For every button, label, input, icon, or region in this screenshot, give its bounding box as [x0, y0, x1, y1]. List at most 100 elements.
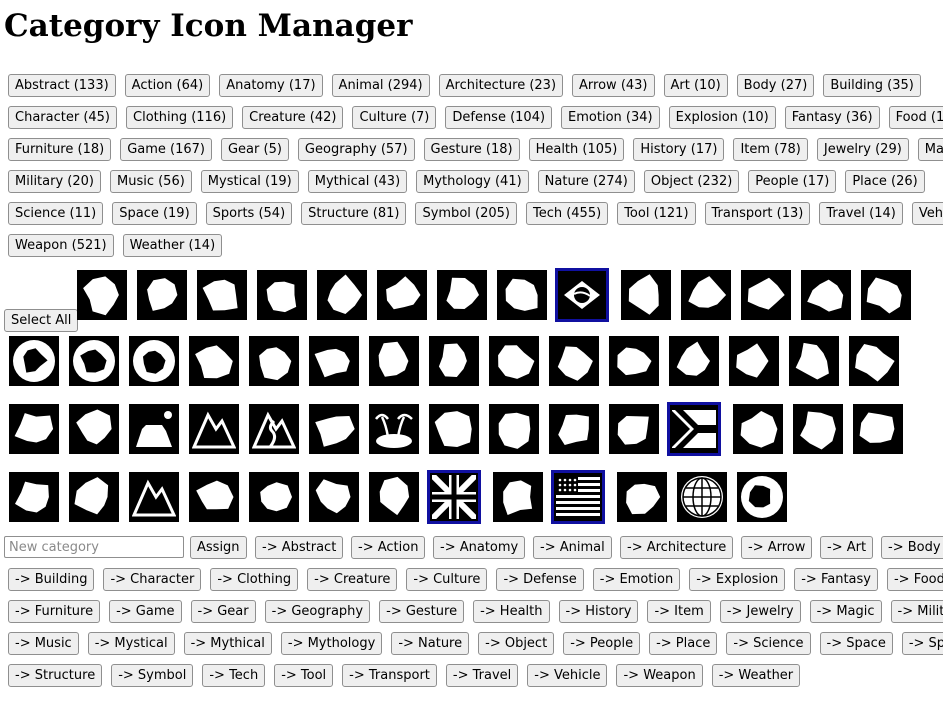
globe-africa-icon[interactable] — [9, 336, 59, 386]
mountain-road-icon[interactable] — [249, 404, 299, 454]
category-button[interactable]: Architecture (23) — [438, 74, 564, 97]
move-to-category-button[interactable]: -> Music — [8, 632, 79, 655]
category-button[interactable]: Mystical (19) — [200, 170, 299, 193]
move-to-category-button[interactable]: -> Building — [8, 568, 95, 591]
move-to-category-button[interactable]: -> Weather — [711, 664, 801, 687]
mountains-icon[interactable] — [129, 472, 179, 522]
move-to-category-button[interactable]: -> History — [558, 600, 639, 623]
country-icon[interactable] — [497, 270, 547, 320]
move-to-category-button[interactable]: -> Space — [819, 632, 893, 655]
desert-mesa-icon[interactable] — [129, 404, 179, 454]
category-button[interactable]: Jewelry (29) — [816, 138, 909, 161]
country-icon[interactable] — [489, 336, 539, 386]
shape-icon[interactable] — [137, 270, 187, 320]
category-button[interactable]: Transport (13) — [704, 202, 811, 225]
category-button[interactable]: Arrow (43) — [572, 74, 655, 97]
move-to-category-button[interactable]: -> Magic — [809, 600, 882, 623]
category-button[interactable]: Culture (7) — [352, 106, 437, 129]
category-button[interactable]: Weather (14) — [122, 234, 223, 257]
category-button[interactable]: Abstract (133) — [8, 74, 116, 97]
category-button[interactable]: History (17) — [633, 138, 725, 161]
category-button[interactable]: Game (167) — [120, 138, 212, 161]
country-icon[interactable] — [681, 270, 731, 320]
country-icon[interactable] — [369, 336, 419, 386]
category-button[interactable]: Travel (14) — [819, 202, 903, 225]
category-button[interactable]: Building (35) — [823, 74, 921, 97]
category-button[interactable]: Space (19) — [112, 202, 197, 225]
category-button[interactable]: Gear (5) — [220, 138, 289, 161]
brazil-icon[interactable] — [621, 270, 671, 320]
select-all-button[interactable]: Select All — [4, 309, 79, 332]
mexico-icon[interactable] — [849, 336, 899, 386]
category-button[interactable]: Art (10) — [663, 74, 728, 97]
category-button[interactable]: Health (105) — [528, 138, 625, 161]
category-button[interactable]: Body (27) — [736, 74, 815, 97]
globe-grid-icon[interactable] — [677, 472, 727, 522]
category-button[interactable]: Character (45) — [8, 106, 117, 129]
move-to-category-button[interactable]: -> Fantasy — [794, 568, 878, 591]
category-button[interactable]: Animal (294) — [331, 74, 430, 97]
tunisia-icon[interactable] — [369, 472, 419, 522]
move-to-category-button[interactable]: -> Body — [881, 536, 943, 559]
move-to-category-button[interactable]: -> Jewelry — [719, 600, 801, 623]
move-to-category-button[interactable]: -> Food — [886, 568, 943, 591]
spain-icon[interactable] — [9, 472, 59, 522]
move-to-category-button[interactable]: -> Symbol — [111, 664, 194, 687]
move-to-category-button[interactable]: -> Structure — [8, 664, 103, 687]
country-icon[interactable] — [493, 472, 543, 522]
country-icon[interactable] — [669, 336, 719, 386]
category-button[interactable]: Science (11) — [8, 202, 104, 225]
move-to-category-button[interactable]: -> Architecture — [620, 536, 734, 559]
nigeria-icon[interactable] — [309, 404, 359, 454]
category-button[interactable]: Clothing (116) — [126, 106, 234, 129]
move-to-category-button[interactable]: -> Transport — [342, 664, 437, 687]
country-icon[interactable] — [377, 270, 427, 320]
category-button[interactable]: Symbol (205) — [415, 202, 517, 225]
country-icon[interactable] — [257, 270, 307, 320]
country-icon[interactable] — [437, 270, 487, 320]
move-to-category-button[interactable]: -> Geography — [264, 600, 371, 623]
move-to-category-button[interactable]: -> Item — [647, 600, 711, 623]
move-to-category-button[interactable]: -> Character — [103, 568, 202, 591]
category-button[interactable]: Music (56) — [109, 170, 192, 193]
japan-icon[interactable] — [609, 336, 659, 386]
move-to-category-button[interactable]: -> Tech — [202, 664, 266, 687]
move-to-category-button[interactable]: -> Mystical — [87, 632, 175, 655]
country-icon[interactable] — [741, 270, 791, 320]
assign-button[interactable]: Assign — [190, 536, 247, 559]
country-icon[interactable] — [69, 404, 119, 454]
move-to-category-button[interactable]: -> Defense — [496, 568, 584, 591]
move-to-category-button[interactable]: -> Explosion — [689, 568, 786, 591]
category-button[interactable]: Geography (57) — [297, 138, 415, 161]
africa-icon[interactable] — [77, 270, 127, 320]
move-to-category-button[interactable]: -> Emotion — [592, 568, 681, 591]
category-button[interactable]: Food (142) — [888, 106, 943, 129]
move-to-category-button[interactable]: -> Creature — [307, 568, 398, 591]
italy-icon[interactable] — [549, 336, 599, 386]
country-icon[interactable] — [853, 404, 903, 454]
category-button[interactable]: Action (64) — [124, 74, 211, 97]
move-to-category-button[interactable]: -> Game — [109, 600, 182, 623]
country-icon[interactable] — [189, 472, 239, 522]
category-button[interactable]: Mythology (41) — [416, 170, 529, 193]
france-icon[interactable] — [249, 336, 299, 386]
move-to-category-button[interactable]: -> Travel — [445, 664, 519, 687]
usa-flag-icon[interactable] — [551, 470, 605, 524]
new-category-input[interactable] — [4, 536, 184, 558]
move-to-category-button[interactable]: -> Sports — [901, 632, 943, 655]
move-to-category-button[interactable]: -> Animal — [533, 536, 612, 559]
australia-icon[interactable] — [317, 270, 367, 320]
category-button[interactable]: Fantasy (36) — [784, 106, 880, 129]
south-africa-flag-icon[interactable] — [667, 402, 721, 456]
uk-flag-icon[interactable] — [427, 470, 481, 524]
libya-icon[interactable] — [789, 336, 839, 386]
move-to-category-button[interactable]: -> People — [563, 632, 641, 655]
category-button[interactable]: Creature (42) — [242, 106, 344, 129]
globe-americas-icon[interactable] — [69, 336, 119, 386]
poland-icon[interactable] — [549, 404, 599, 454]
move-to-category-button[interactable]: -> Health — [473, 600, 550, 623]
category-button[interactable]: Structure (81) — [301, 202, 407, 225]
country-icon[interactable] — [729, 336, 779, 386]
globe-icon[interactable] — [737, 472, 787, 522]
country-icon[interactable] — [9, 404, 59, 454]
